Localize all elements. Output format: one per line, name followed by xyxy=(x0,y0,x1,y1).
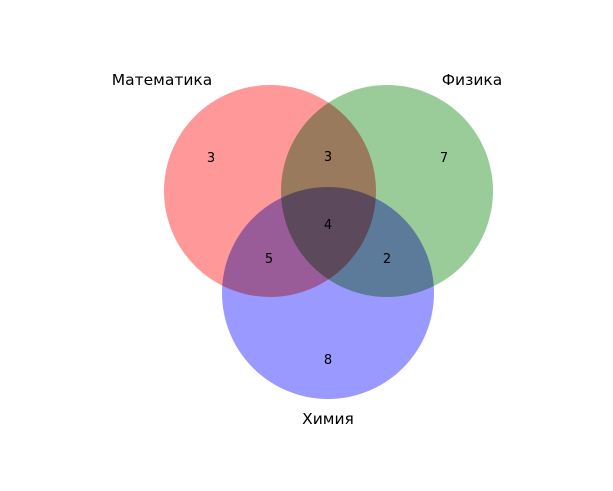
label-mathematics: Математика xyxy=(112,71,213,89)
count-only-chemistry: 8 xyxy=(324,353,332,368)
count-all-three: 4 xyxy=(324,218,332,233)
circle-chemistry xyxy=(222,187,434,399)
count-only-mathematics: 3 xyxy=(207,151,215,166)
count-mathematics-physics: 3 xyxy=(324,150,332,165)
set-circles xyxy=(164,85,493,399)
count-mathematics-chemistry: 5 xyxy=(265,252,273,267)
label-chemistry: Химия xyxy=(302,410,354,428)
count-only-physics: 7 xyxy=(440,151,448,166)
region-counts: 3 3 7 4 5 2 8 xyxy=(207,150,448,368)
count-physics-chemistry: 2 xyxy=(383,252,391,267)
label-physics: Физика xyxy=(442,71,503,89)
set-labels: Математика Физика Химия xyxy=(112,71,503,428)
